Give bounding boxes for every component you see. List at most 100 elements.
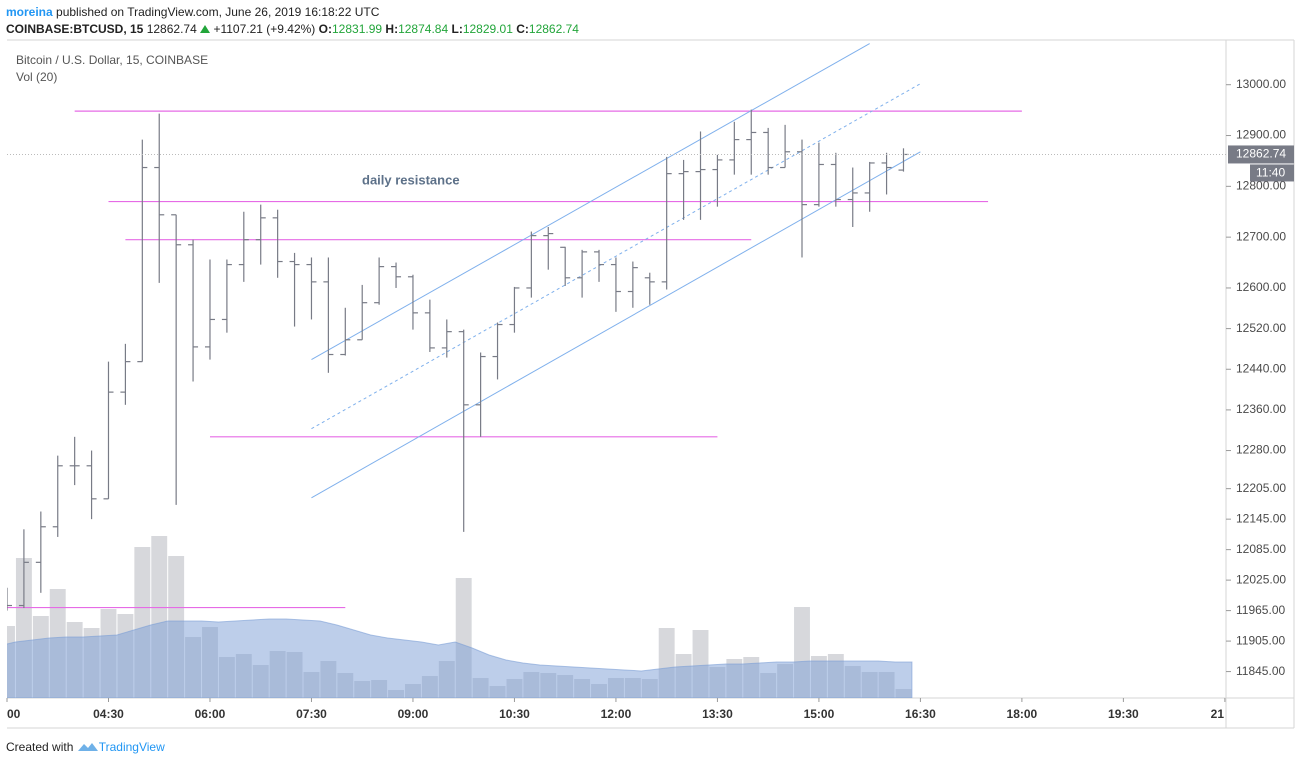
open-value: 12831.99 <box>332 22 383 36</box>
symbol-line: COINBASE:BTCUSD, 15 12862.74 +1107.21 (+… <box>6 22 579 36</box>
volume-bar <box>405 684 421 698</box>
user[interactable]: moreina <box>6 5 53 19</box>
volume-bar <box>675 654 692 698</box>
volume-bar <box>472 678 489 698</box>
volume-bar <box>235 654 252 698</box>
x-tick-label: 04:30 <box>93 707 124 721</box>
last-price-label: 12862.74 <box>1236 147 1286 161</box>
volume-bar <box>337 673 354 698</box>
volume-bar <box>371 680 388 698</box>
volume-bar <box>878 672 895 698</box>
volume-bar <box>557 675 574 698</box>
volume-bar <box>777 664 794 698</box>
open-label: O: <box>318 22 332 36</box>
close-value: 12862.74 <box>528 22 579 36</box>
volume-bar <box>151 536 168 698</box>
volume-bar <box>574 679 591 698</box>
volume-bar <box>607 678 624 698</box>
y-tick-label: 11845.00 <box>1236 664 1285 678</box>
volume-bar <box>303 672 320 698</box>
volume-bar <box>83 628 100 698</box>
brand[interactable]: TradingView <box>98 740 165 754</box>
x-tick-label: 15:00 <box>804 707 835 721</box>
volume-bar <box>455 578 472 698</box>
volume-bar <box>641 679 658 698</box>
x-tick-label: 12:00 <box>601 707 632 721</box>
trend-line <box>311 151 921 499</box>
y-tick-label: 12145.00 <box>1236 511 1286 525</box>
volume-bar <box>844 666 861 698</box>
volume-bar <box>49 589 66 698</box>
trend-line <box>311 43 870 361</box>
volume-bar <box>489 686 506 698</box>
volume-bar <box>438 661 455 698</box>
volume-ma-area <box>7 618 913 698</box>
symbol: COINBASE:BTCUSD, 15 <box>6 22 144 36</box>
volume-bar <box>32 616 49 698</box>
x-tick-label: 19:30 <box>1108 707 1139 721</box>
plot <box>7 43 1226 698</box>
high-value: 12874.84 <box>398 22 449 36</box>
x-tick-label: 18:00 <box>1007 707 1038 721</box>
last-price: 12862.74 <box>146 22 197 36</box>
x-tick-label: 16:30 <box>905 707 936 721</box>
volume-bar <box>591 684 607 698</box>
volume-bar <box>218 657 235 698</box>
volume-bar <box>117 614 134 698</box>
y-tick-label: 12520.00 <box>1236 321 1286 335</box>
y-tick-label: 12280.00 <box>1236 443 1286 457</box>
y-tick-label: 12900.00 <box>1236 128 1286 142</box>
y-tick-label: 12700.00 <box>1236 229 1286 243</box>
y-tick-label: 12085.00 <box>1236 542 1286 556</box>
last-price-box <box>1228 145 1294 164</box>
countdown-label: 11:40 <box>1256 166 1285 180</box>
volume-bar <box>168 556 185 698</box>
volume-bar <box>760 673 777 698</box>
y-tick-label: 13000.00 <box>1236 77 1286 91</box>
volume-bar <box>202 627 218 698</box>
volume-bar <box>709 667 726 698</box>
y-tick-label: 12600.00 <box>1236 280 1286 294</box>
y-tick-label: 11905.00 <box>1236 633 1285 647</box>
y-tick-label: 12205.00 <box>1236 481 1286 495</box>
volume-label: Vol (20) <box>16 70 57 84</box>
volume-bar <box>540 673 557 698</box>
volume-bar <box>506 679 523 698</box>
y-tick-label: 12440.00 <box>1236 361 1286 375</box>
y-tick-label: 12360.00 <box>1236 402 1286 416</box>
volume-bar <box>743 657 760 698</box>
x-tick-label: 13:30 <box>702 707 733 721</box>
volume-bar <box>100 609 117 698</box>
volume-bar <box>658 628 675 698</box>
volume-bar <box>185 637 202 698</box>
x-tick-label: 06:00 <box>195 707 226 721</box>
y-tick-label: 11965.00 <box>1236 603 1285 617</box>
volume-bar <box>388 690 404 698</box>
volume-bar <box>320 661 337 698</box>
x-tick-label: 07:30 <box>296 707 327 721</box>
x-tick-label: 09:00 <box>398 707 429 721</box>
low-value: 12829.01 <box>462 22 513 36</box>
volume-bar <box>624 678 641 698</box>
volume-bar <box>827 654 844 698</box>
change: +1107.21 (+9.42%) <box>213 22 316 36</box>
x-tick-label: 21 <box>1211 707 1225 721</box>
up-arrow <box>200 25 211 33</box>
close-label: C: <box>516 22 529 36</box>
volume-bar <box>286 652 303 698</box>
chart-title: Bitcoin / U.S. Dollar, 15, COINBASE <box>16 53 208 67</box>
publish-line: moreina published on TradingView.com, Ju… <box>6 5 379 19</box>
logo <box>77 743 98 751</box>
volume-bar <box>66 622 83 698</box>
x-tick-label: 10:30 <box>499 707 530 721</box>
y-tick-label: 12025.00 <box>1236 572 1286 586</box>
volume-bar <box>354 681 371 698</box>
low-label: L: <box>451 22 463 36</box>
annotation: daily resistance <box>362 172 460 187</box>
volume-bar <box>7 626 15 698</box>
volume-bar <box>861 672 878 698</box>
published: published on TradingView.com, June 26, 2… <box>56 5 380 19</box>
footer: Created with TradingView <box>6 739 165 754</box>
